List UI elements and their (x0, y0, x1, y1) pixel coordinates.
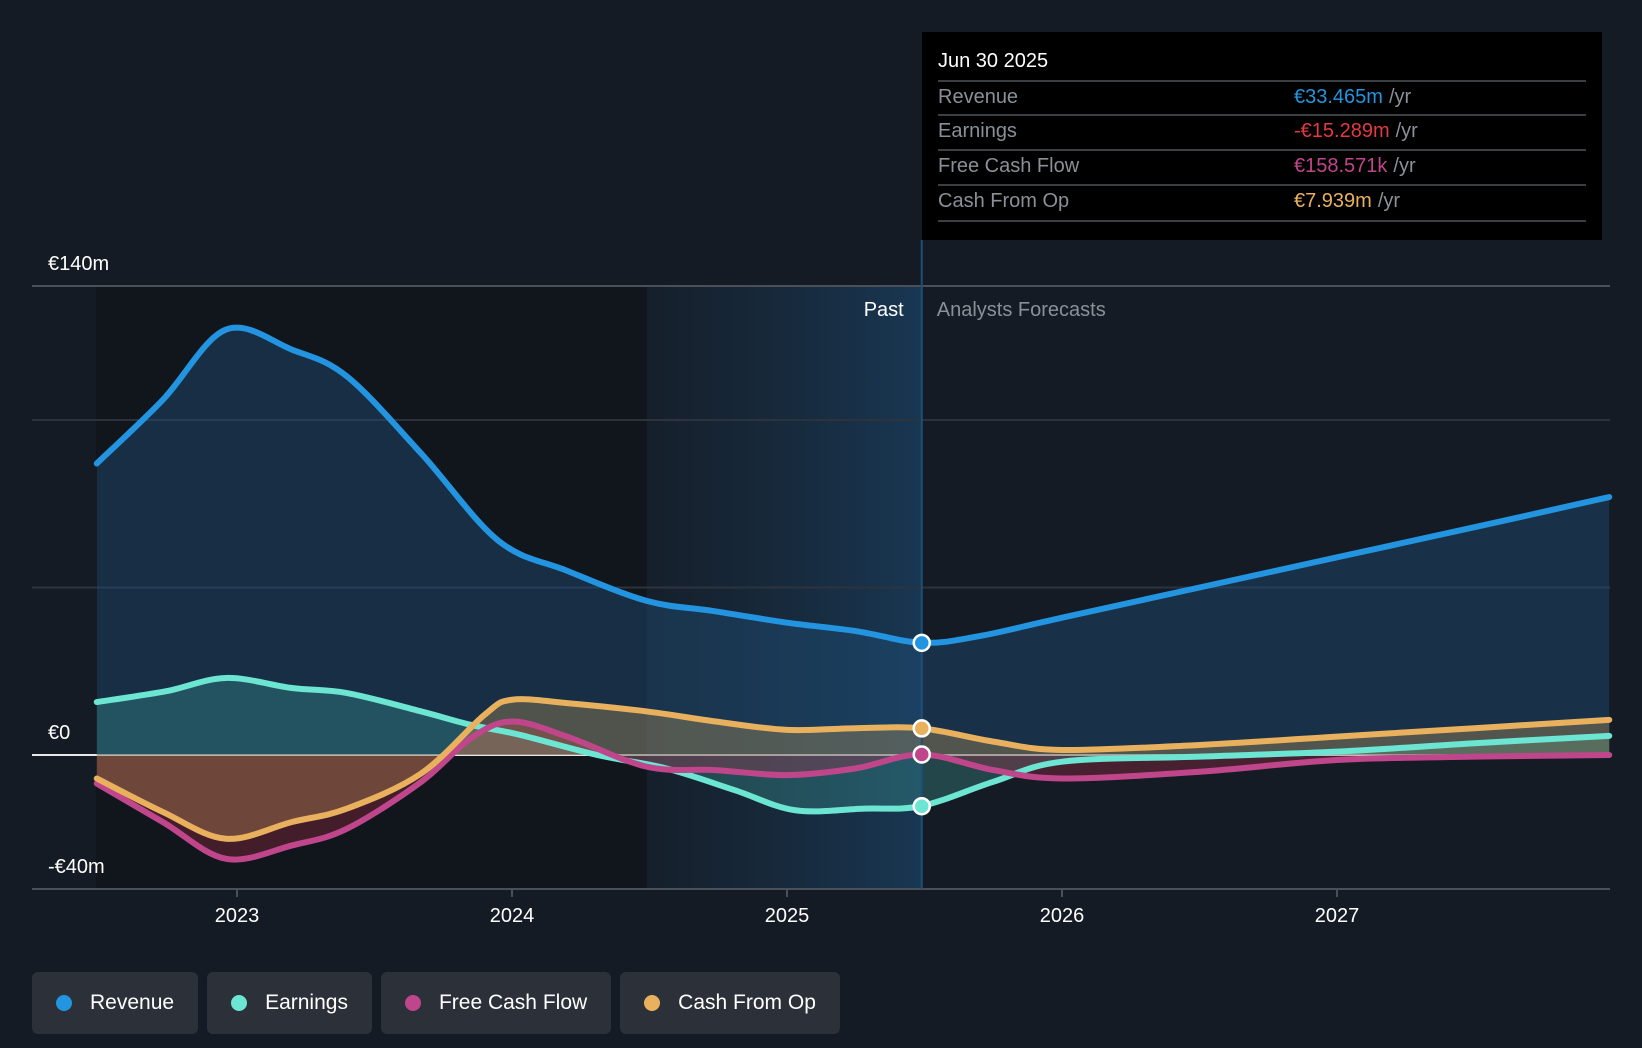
tooltip-value: €158.571k/yr (1294, 155, 1416, 178)
legend-item-revenue[interactable]: Revenue (32, 972, 198, 1034)
past-label: Past (864, 299, 904, 321)
legend-item-free-cash-flow[interactable]: Free Cash Flow (381, 972, 611, 1034)
x-tick-label: 2026 (1040, 905, 1085, 927)
x-tick-label: 2024 (490, 905, 535, 927)
tooltip-value: €7.939m/yr (1294, 190, 1400, 213)
legend: Revenue Earnings Free Cash Flow Cash Fro… (32, 972, 840, 1034)
tooltip-value: -€15.289m/yr (1294, 120, 1418, 143)
tooltip: Jun 30 2025 Revenue €33.465m/yr Earnings… (922, 32, 1602, 240)
tooltip-row-cash-from-op: Cash From Op €7.939m/yr (938, 184, 1586, 222)
tooltip-date: Jun 30 2025 (938, 50, 1048, 73)
revenue-marker (914, 635, 930, 651)
y-tick-label: €140m (48, 253, 109, 275)
revenue-dot-icon (56, 995, 72, 1011)
free-cash-flow-marker (914, 746, 930, 762)
cash-from-op-dot-icon (644, 995, 660, 1011)
tooltip-row-earnings: Earnings -€15.289m/yr (938, 114, 1586, 150)
cash-from-op-marker (914, 720, 930, 736)
tooltip-value: €33.465m/yr (1294, 86, 1411, 109)
x-tick-label: 2023 (215, 905, 260, 927)
legend-label: Cash From Op (678, 991, 816, 1015)
tooltip-label: Cash From Op (938, 190, 1069, 213)
forecast-label: Analysts Forecasts (937, 299, 1106, 321)
x-tick-label: 2027 (1315, 905, 1360, 927)
earnings-dot-icon (231, 995, 247, 1011)
tooltip-label: Free Cash Flow (938, 155, 1079, 178)
legend-item-cash-from-op[interactable]: Cash From Op (620, 972, 840, 1034)
y-tick-label: -€40m (48, 856, 105, 878)
legend-item-earnings[interactable]: Earnings (207, 972, 372, 1034)
y-tick-label: €0 (48, 722, 70, 744)
x-tick-label: 2025 (765, 905, 810, 927)
tooltip-label: Revenue (938, 86, 1018, 109)
free-cash-flow-dot-icon (405, 995, 421, 1011)
earnings-marker (914, 798, 930, 814)
legend-label: Earnings (265, 991, 348, 1015)
tooltip-row-free-cash-flow: Free Cash Flow €158.571k/yr (938, 149, 1586, 185)
legend-label: Revenue (90, 991, 174, 1015)
legend-label: Free Cash Flow (439, 991, 587, 1015)
tooltip-label: Earnings (938, 120, 1017, 143)
tooltip-row-revenue: Revenue €33.465m/yr (938, 80, 1586, 116)
